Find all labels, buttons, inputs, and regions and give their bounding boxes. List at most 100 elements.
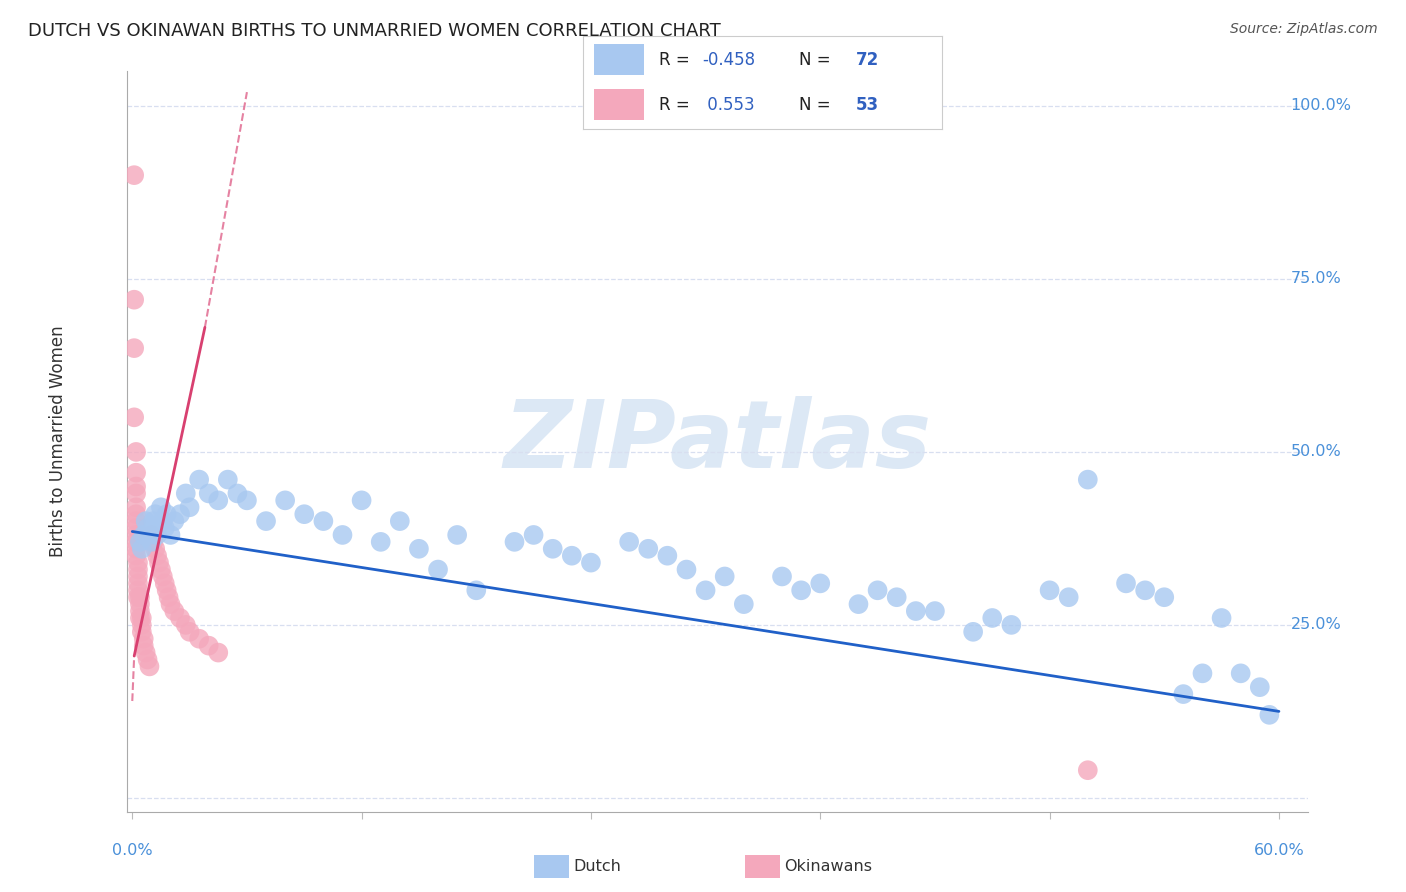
Point <box>125 445 148 459</box>
Point <box>122 410 145 425</box>
Point <box>579 556 602 570</box>
Point <box>408 541 430 556</box>
Point <box>503 534 526 549</box>
Point <box>142 534 165 549</box>
Point <box>254 514 277 528</box>
Point <box>125 479 148 493</box>
Bar <box>595 44 644 75</box>
Point <box>1173 687 1195 701</box>
Text: N =: N = <box>799 95 835 113</box>
Point <box>152 514 174 528</box>
Text: 75.0%: 75.0% <box>1291 271 1341 286</box>
Point <box>207 646 229 660</box>
Point <box>713 569 735 583</box>
Point <box>866 583 889 598</box>
Point <box>127 569 149 583</box>
Point <box>141 534 163 549</box>
Point <box>159 528 181 542</box>
Text: 72: 72 <box>856 51 879 69</box>
Point <box>332 528 354 542</box>
Point <box>1211 611 1233 625</box>
Point <box>174 486 197 500</box>
Point <box>138 659 160 673</box>
Point <box>127 563 149 577</box>
Point <box>122 168 145 182</box>
Point <box>143 541 166 556</box>
Point <box>1191 666 1213 681</box>
Point <box>370 534 392 549</box>
Point <box>148 556 170 570</box>
Point <box>236 493 259 508</box>
Point <box>226 486 249 500</box>
Point <box>904 604 927 618</box>
Point <box>207 493 229 508</box>
Point <box>1258 707 1281 722</box>
Point <box>1000 618 1022 632</box>
Point <box>561 549 583 563</box>
Point <box>179 500 201 515</box>
Point <box>136 652 159 666</box>
Bar <box>595 89 644 120</box>
Text: 0.0%: 0.0% <box>112 843 153 858</box>
Point <box>135 646 157 660</box>
Point <box>131 541 153 556</box>
Text: 50.0%: 50.0% <box>1291 444 1341 459</box>
Point <box>129 591 152 605</box>
Point <box>127 591 149 605</box>
Point <box>122 341 145 355</box>
Point <box>143 507 166 521</box>
Point <box>188 473 211 487</box>
Point <box>131 624 153 639</box>
Point <box>159 597 181 611</box>
Point <box>1077 763 1099 777</box>
Point <box>427 563 450 577</box>
Point <box>848 597 870 611</box>
Point <box>127 576 149 591</box>
Point <box>156 507 179 521</box>
Point <box>129 611 152 625</box>
Point <box>924 604 946 618</box>
Text: -0.458: -0.458 <box>702 51 755 69</box>
Point <box>886 591 908 605</box>
Point <box>733 597 755 611</box>
Point <box>125 534 148 549</box>
Point <box>136 521 159 535</box>
Point <box>217 473 239 487</box>
Text: 25.0%: 25.0% <box>1291 617 1341 632</box>
Point <box>122 293 145 307</box>
Point <box>465 583 488 598</box>
Point <box>312 514 335 528</box>
Point <box>197 486 219 500</box>
Text: R =: R = <box>659 51 695 69</box>
Point <box>541 541 564 556</box>
Point <box>125 500 148 515</box>
Point <box>153 521 176 535</box>
Point <box>169 507 191 521</box>
Point <box>770 569 793 583</box>
Point <box>163 604 186 618</box>
Point <box>188 632 211 646</box>
Text: R =: R = <box>659 95 700 113</box>
Point <box>129 534 152 549</box>
Point <box>142 514 165 528</box>
Point <box>179 624 201 639</box>
Point <box>657 549 679 563</box>
Point <box>617 534 640 549</box>
Point <box>156 583 179 598</box>
Text: 0.553: 0.553 <box>702 95 755 113</box>
Point <box>129 597 152 611</box>
Point <box>695 583 717 598</box>
Point <box>981 611 1004 625</box>
Point <box>152 569 174 583</box>
Point <box>1077 473 1099 487</box>
Point <box>790 583 813 598</box>
Text: 53: 53 <box>856 95 879 113</box>
Point <box>132 632 155 646</box>
Point <box>138 528 160 542</box>
Point <box>1249 680 1271 694</box>
Point <box>174 618 197 632</box>
Point <box>141 528 163 542</box>
Point <box>163 514 186 528</box>
Point <box>1057 591 1080 605</box>
Point <box>1133 583 1156 598</box>
